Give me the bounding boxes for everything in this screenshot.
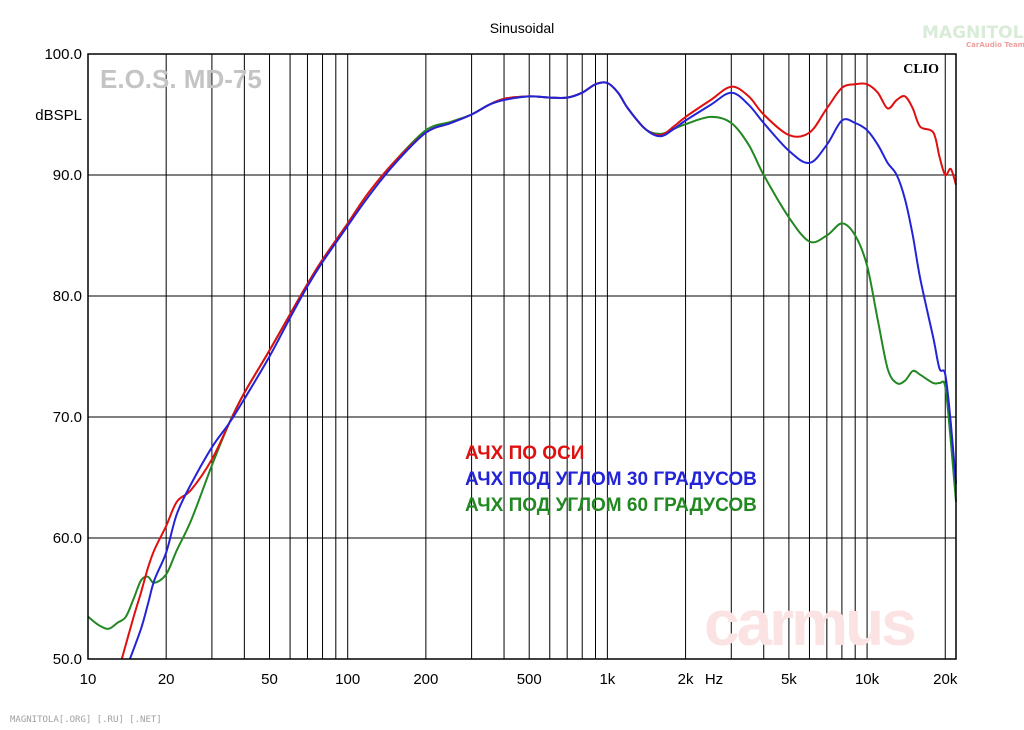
x-tick-label: 50: [261, 671, 278, 688]
x-tick-label: 10k: [855, 671, 880, 688]
x-tick-label: 1k: [599, 671, 615, 688]
y-tick-label: 70.0: [53, 409, 82, 426]
x-axis-unit: Hz: [705, 671, 723, 688]
x-tick-label: 5k: [781, 671, 797, 688]
legend-entry-1: АЧХ ПОД УГЛОМ 30 ГРАДУСОВ: [465, 469, 757, 490]
legend: АЧХ ПО ОСИ АЧХ ПОД УГЛОМ 30 ГРАДУСОВ АЧХ П…: [465, 443, 757, 516]
x-tick-label: 20k: [933, 671, 958, 688]
x-tick-labels: 10 20 50 100 200 500 1k 2k 5k 10k 20k: [80, 671, 958, 688]
watermark-carmus-logo: carmus: [704, 587, 917, 659]
y-tick-label: 60.0: [53, 530, 82, 547]
series-layer: [87, 81, 957, 660]
brand-label: E.O.S. MD-75: [100, 64, 262, 94]
x-tick-label: 20: [158, 671, 175, 688]
y-tick-label: 90.0: [53, 167, 82, 184]
x-tick-label: 10: [80, 671, 97, 688]
grid-lines: [88, 54, 956, 659]
x-tick-label: 500: [517, 671, 542, 688]
plot-frame: [87, 53, 957, 660]
y-axis-label: dBSPL: [35, 107, 82, 124]
svg-text:carmus: carmus: [704, 587, 914, 659]
watermark-magnitola-logo: MAGNITOLA: [922, 23, 1024, 43]
x-tick-label: 100: [335, 671, 360, 688]
series-line-1: [128, 81, 957, 660]
y-tick-labels: 100.0 90.0 80.0 70.0 60.0 50.0: [44, 46, 82, 668]
legend-entry-2: АЧХ ПОД УГЛОМ 60 ГРАДУСОВ: [465, 495, 757, 516]
software-label: CLIO: [903, 62, 939, 77]
x-tick-label: 2k: [678, 671, 694, 688]
legend-entry-0: АЧХ ПО ОСИ: [465, 443, 584, 464]
y-tick-label: 100.0: [44, 46, 82, 63]
watermark-magnitola-sub: CarAudio Team: [966, 41, 1024, 49]
y-tick-label: 50.0: [53, 651, 82, 668]
footer-text: MAGNITOLA[.ORG] [.RU] [.NET]: [10, 715, 162, 725]
y-tick-label: 80.0: [53, 288, 82, 305]
chart-title: Sinusoidal: [490, 20, 555, 36]
x-tick-label: 200: [413, 671, 438, 688]
